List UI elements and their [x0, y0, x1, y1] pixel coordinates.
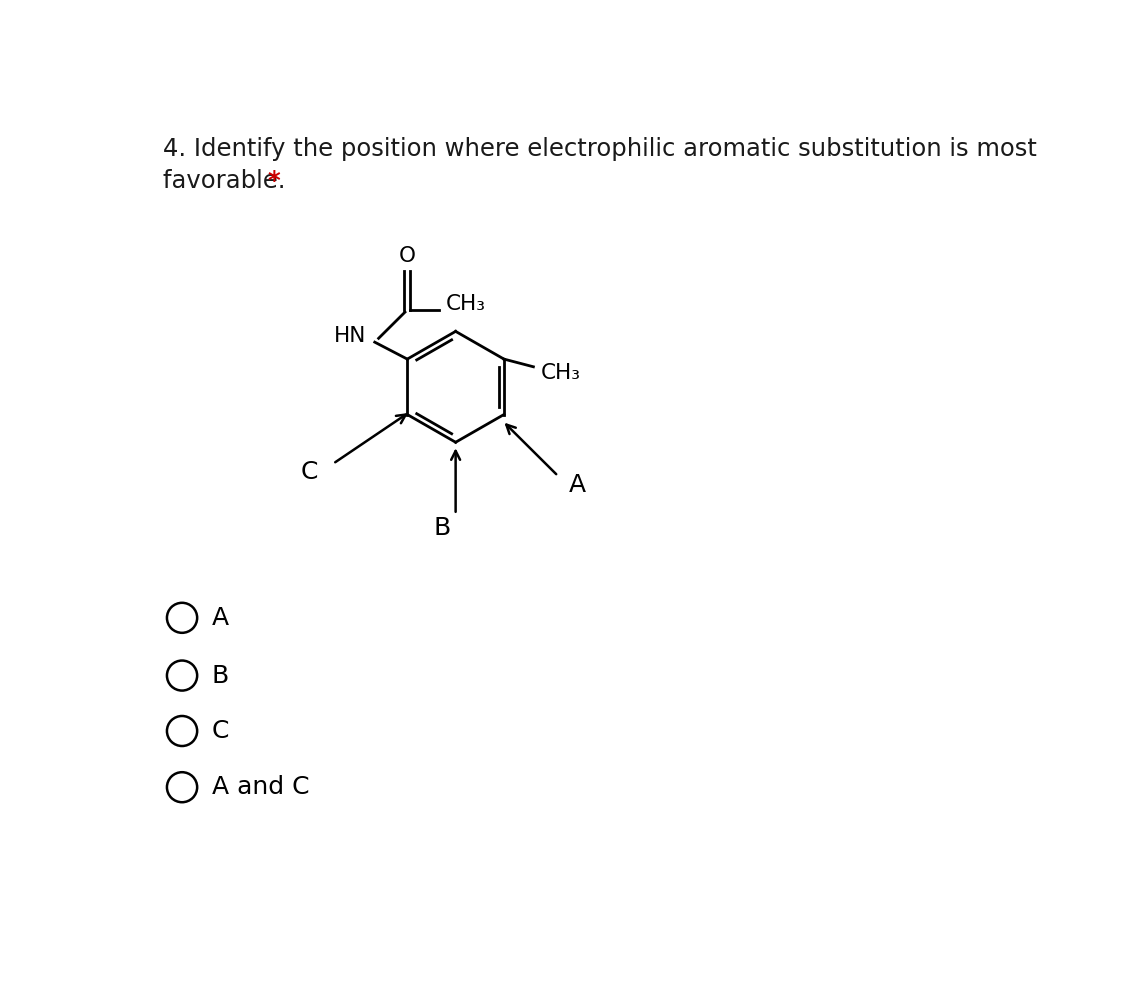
Text: C: C — [301, 460, 319, 483]
Text: B: B — [433, 517, 450, 540]
Text: *: * — [268, 169, 280, 193]
Text: A and C: A and C — [212, 775, 308, 799]
Text: CH₃: CH₃ — [446, 293, 486, 314]
Text: HN: HN — [333, 326, 366, 346]
Text: A: A — [569, 473, 586, 497]
Text: B: B — [212, 663, 229, 688]
Text: favorable.: favorable. — [163, 169, 294, 193]
Text: A: A — [212, 606, 229, 630]
Text: C: C — [212, 719, 229, 743]
Text: CH₃: CH₃ — [541, 363, 581, 383]
Text: O: O — [399, 246, 416, 266]
Text: 4. Identify the position where electrophilic aromatic substitution is most: 4. Identify the position where electroph… — [163, 137, 1038, 160]
